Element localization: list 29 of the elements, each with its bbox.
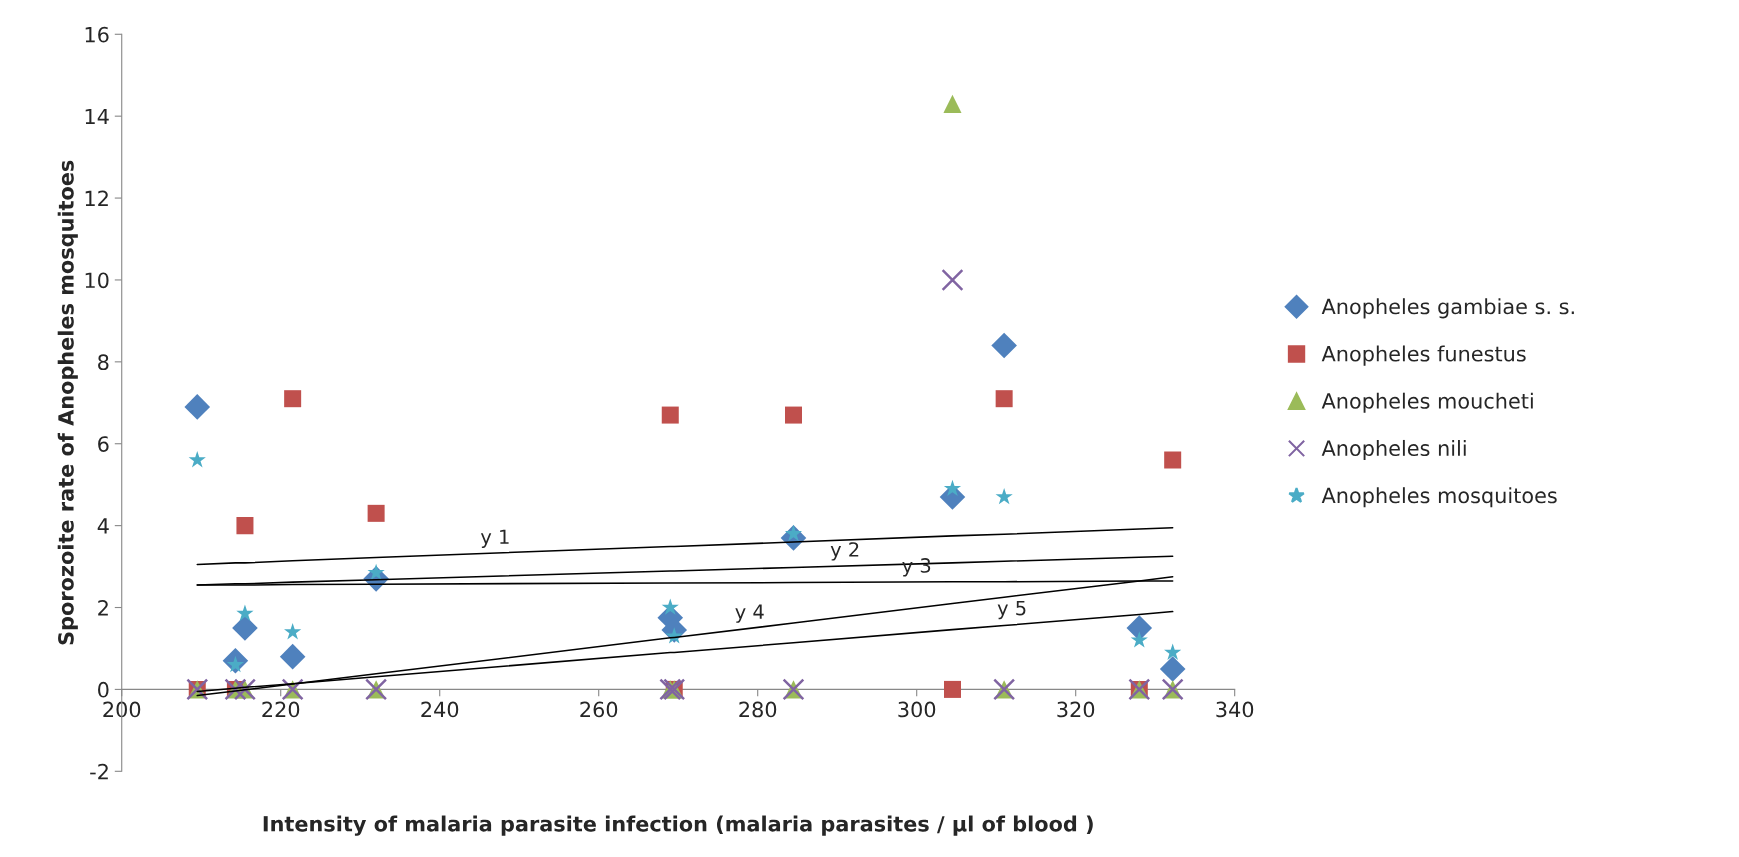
y-tick-label: 16 [85,26,109,43]
annotation: y 1 [480,529,509,548]
legend-label: Anopheles nili [1321,439,1466,461]
x-tick-label: 300 [898,701,936,718]
y-tick-label: -2 [90,763,108,780]
y-tick-label: 14 [85,108,109,125]
x-tick-label: 200 [103,701,141,718]
x-tick-label: 340 [1216,701,1254,718]
y-tick-label: 8 [98,354,109,371]
y-tick-label: 2 [98,599,108,616]
legend-label: Anopheles moucheti [1321,392,1533,413]
y-axis-title: Sporozoite rate of Anopheles mosquitoes [57,160,78,645]
legend-label: Anopheles mosquitoes [1321,487,1557,508]
y-tick-label: 4 [97,518,109,534]
annotation: y 4 [735,604,764,623]
x-tick-label: 220 [262,701,300,718]
y-tick-label: 12 [85,190,108,206]
x-tick-label: 260 [580,701,618,718]
annotation: y 2 [830,542,859,561]
x-tick-label: 280 [739,701,777,718]
legend-label: Anopheles funestus [1321,345,1526,366]
x-axis-title: Intensity of malaria parasite infection (malaria parasites / µl of blood ) [263,815,1093,836]
x-tick-label: 240 [421,701,459,718]
annotation: y 5 [997,600,1026,620]
y-tick-label: 6 [98,436,109,452]
y-tick-label: 0 [98,681,109,698]
x-tick-label: 320 [1057,701,1095,718]
y-tick-label: 10 [85,272,109,289]
legend-label: Anopheles gambiae s. s. [1321,298,1574,319]
